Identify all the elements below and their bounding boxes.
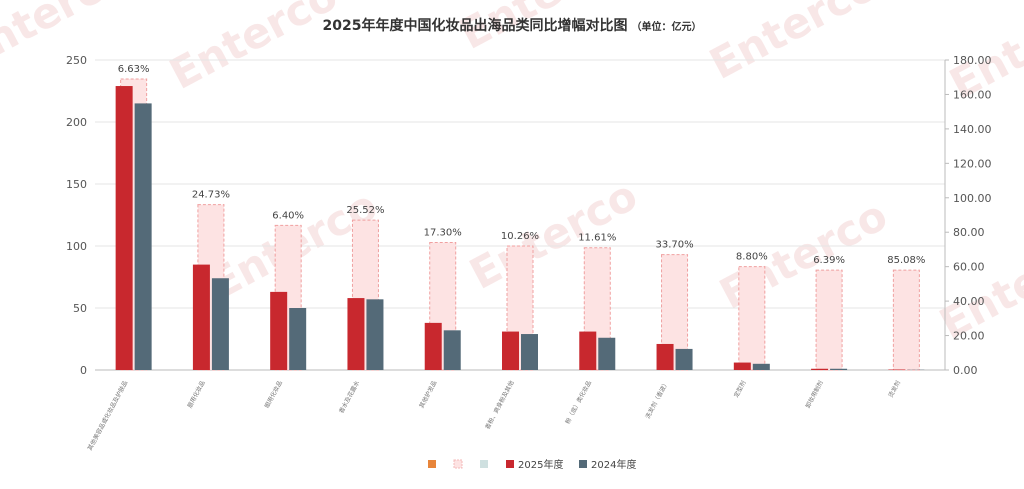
chart-title-unit: （单位：亿元） xyxy=(631,20,701,33)
chart-title: 2025年年度中国化妆品出海品类同比增幅对比图 （单位：亿元） xyxy=(323,17,702,34)
bar-2025 xyxy=(579,331,597,370)
right-axis: 0.00 20.00 40.00 60.00 80.00 100.00 120.00 140.… xyxy=(944,54,992,377)
right-tick-label: 140.00 xyxy=(953,123,992,136)
growth-label: 33.70% xyxy=(655,240,693,251)
bar-2024 xyxy=(675,348,693,370)
bar-2025 xyxy=(656,343,674,370)
right-tick-label: 160.00 xyxy=(953,88,992,101)
right-tick-label: 40.00 xyxy=(953,295,985,308)
bar-2025 xyxy=(192,264,210,370)
labels: 6.63% 24.73% 6.40% 25.52% 17.30% 10.26% 11.61%… xyxy=(118,64,926,266)
category-labels: 其他美容品或化妆品及护肤品 唇用化妆品 眼用化妆品 香水及花露水 其他护发品 香粉、爽身粉… xyxy=(86,379,902,452)
category-label: 唇用化妆品 xyxy=(186,379,207,409)
bar-2024 xyxy=(134,103,152,371)
left-tick-label: 250 xyxy=(66,54,87,67)
growth-bar xyxy=(738,266,766,371)
growth-label: 85.08% xyxy=(887,255,925,266)
category-label: 烫发剂 xyxy=(887,379,903,399)
left-tick-label: 100 xyxy=(66,240,87,253)
bar-2024 xyxy=(598,337,616,370)
watermark-text: Enterco xyxy=(702,0,885,89)
growth-label: 8.80% xyxy=(736,252,768,263)
bar-2024 xyxy=(211,278,229,370)
growth-label: 25.52% xyxy=(346,205,384,216)
category-label: 粉（底）类化妆品 xyxy=(563,379,593,425)
bar-2025 xyxy=(270,291,288,370)
bar-2024 xyxy=(366,299,384,370)
bar-2025 xyxy=(811,368,829,370)
category-label: 卸妆用制剂 xyxy=(804,379,825,409)
bar-2025 xyxy=(115,86,133,370)
growth-label: 6.63% xyxy=(118,64,150,75)
chart-title-main: 2025年年度中国化妆品出海品类同比增幅对比图 xyxy=(323,17,628,34)
bar-2024 xyxy=(830,368,848,370)
growth-label: 6.40% xyxy=(272,210,304,221)
category-label: 其他护发品 xyxy=(417,379,438,409)
right-tick-label: 0.00 xyxy=(953,364,978,377)
watermark-text: Enterco xyxy=(462,170,645,299)
right-tick-label: 100.00 xyxy=(953,192,992,205)
growth-label: 6.39% xyxy=(813,255,845,266)
left-tick-label: 0 xyxy=(80,364,87,377)
legend-label: 2025年度 xyxy=(518,458,563,471)
bar-2025 xyxy=(733,362,751,370)
value-bars xyxy=(115,86,925,371)
category-label: 眼用化妆品 xyxy=(263,379,284,409)
legend-label: 2024年度 xyxy=(591,458,636,471)
growth-label: 10.26% xyxy=(501,231,539,242)
category-label: 洗发剂（香波） xyxy=(644,379,671,420)
bar-2025 xyxy=(502,331,519,370)
bar-2024 xyxy=(752,363,770,370)
bar-2025 xyxy=(424,322,442,370)
watermark-text: Enterco xyxy=(162,0,345,99)
right-tick-label: 80.00 xyxy=(953,226,985,239)
bar-2024 xyxy=(289,308,307,370)
category-label: 香粉、爽身粉及其他 xyxy=(483,379,515,430)
left-tick-label: 200 xyxy=(66,116,87,129)
growth-label: 11.61% xyxy=(578,233,616,244)
legend-swatch xyxy=(579,460,587,468)
growth-label: 24.73% xyxy=(192,190,230,201)
legend-swatch xyxy=(453,459,463,469)
growth-label: 17.30% xyxy=(424,228,462,239)
right-tick-label: 180.00 xyxy=(953,54,992,67)
legend-swatch xyxy=(428,460,436,468)
watermark-text: Enterco xyxy=(0,0,135,79)
growth-bar xyxy=(892,269,920,371)
bar-2024 xyxy=(443,330,461,370)
bar-2024 xyxy=(521,334,538,370)
left-tick-label: 150 xyxy=(66,178,87,191)
right-tick-label: 120.00 xyxy=(953,157,992,170)
category-label: 香水及花露水 xyxy=(337,379,361,415)
category-label: 定型剂 xyxy=(732,379,748,399)
left-tick-label: 50 xyxy=(73,302,87,315)
legend-swatch xyxy=(506,460,514,468)
legend-swatch xyxy=(480,460,488,468)
legend: 2025年度 2024年度 xyxy=(428,458,636,471)
category-label: 其他美容品或化妆品及护肤品 xyxy=(86,379,130,452)
left-axis: 0 50 100 150 200 250 xyxy=(66,54,87,377)
right-tick-label: 60.00 xyxy=(953,261,985,274)
bar-2025 xyxy=(347,298,365,370)
growth-bar xyxy=(815,269,843,371)
right-tick-label: 20.00 xyxy=(953,330,985,343)
